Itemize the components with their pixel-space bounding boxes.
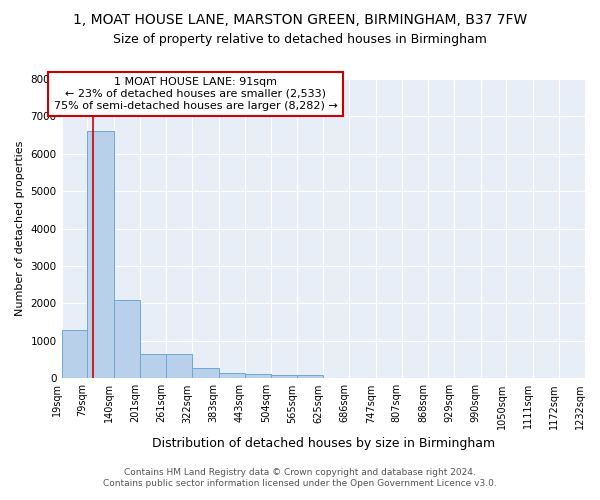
Text: Contains HM Land Registry data © Crown copyright and database right 2024.
Contai: Contains HM Land Registry data © Crown c… bbox=[103, 468, 497, 487]
Bar bbox=[271, 376, 297, 378]
Bar bbox=[88, 132, 114, 378]
Y-axis label: Number of detached properties: Number of detached properties bbox=[15, 141, 25, 316]
Bar bbox=[114, 300, 140, 378]
Bar bbox=[245, 374, 271, 378]
Bar bbox=[62, 330, 88, 378]
X-axis label: Distribution of detached houses by size in Birmingham: Distribution of detached houses by size … bbox=[152, 437, 495, 450]
Bar bbox=[192, 368, 218, 378]
Text: Size of property relative to detached houses in Birmingham: Size of property relative to detached ho… bbox=[113, 32, 487, 46]
Text: 1, MOAT HOUSE LANE, MARSTON GREEN, BIRMINGHAM, B37 7FW: 1, MOAT HOUSE LANE, MARSTON GREEN, BIRMI… bbox=[73, 12, 527, 26]
Bar bbox=[297, 376, 323, 378]
Bar bbox=[218, 373, 245, 378]
Text: 1 MOAT HOUSE LANE: 91sqm
← 23% of detached houses are smaller (2,533)
75% of sem: 1 MOAT HOUSE LANE: 91sqm ← 23% of detach… bbox=[54, 78, 338, 110]
Bar bbox=[166, 354, 192, 378]
Bar bbox=[140, 354, 166, 378]
